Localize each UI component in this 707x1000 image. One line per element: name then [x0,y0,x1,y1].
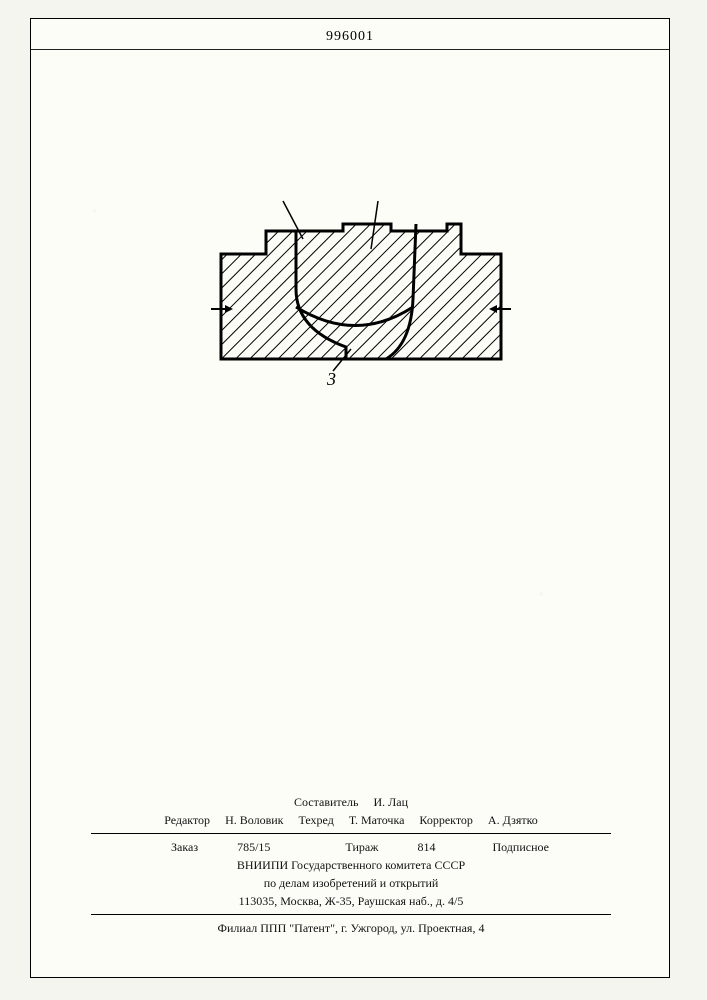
order-label: Заказ [171,838,198,856]
label-1: 1 [281,199,290,203]
tirage-value: 814 [417,838,435,856]
page-frame: 996001 [30,18,670,978]
technical-figure: 1 2 3 [211,199,511,399]
footer-branch: Филиал ППП "Патент", г. Ужгород, ул. Про… [91,919,611,937]
footer-block: Составитель И. Лац Редактор Н. Воловик Т… [91,793,611,937]
cross-section-svg: 1 2 3 [211,199,511,399]
techred-label: Техред [298,811,333,829]
tirage-label: Тираж [345,838,378,856]
footer-order-row: Заказ 785/15 Тираж 814 Подписное [91,838,611,856]
corrector-name: А. Дзятко [488,811,538,829]
compiler-name: И. Лац [373,793,408,811]
footer-org-1: ВНИИПИ Государственного комитета СССР [91,856,611,874]
label-2: 2 [376,199,385,203]
footer-divider-2 [91,914,611,915]
footer-divider-1 [91,833,611,834]
footer-credits-row: Редактор Н. Воловик Техред Т. Маточка Ко… [91,811,611,829]
main-body-outline [221,224,501,359]
footer-compiler-row: Составитель И. Лац [91,793,611,811]
header-rule [31,49,669,50]
subscription-text: Подписное [492,838,549,856]
label-3: 3 [326,369,336,389]
editor-label: Редактор [164,811,210,829]
order-value: 785/15 [237,838,270,856]
patent-number: 996001 [326,29,374,45]
editor-name: Н. Воловик [225,811,283,829]
techred-name: Т. Маточка [349,811,405,829]
footer-address-1: 113035, Москва, Ж-35, Раушская наб., д. … [91,892,611,910]
corrector-label: Корректор [419,811,473,829]
footer-org-2: по делам изобретений и открытий [91,874,611,892]
compiler-label: Составитель [294,793,358,811]
